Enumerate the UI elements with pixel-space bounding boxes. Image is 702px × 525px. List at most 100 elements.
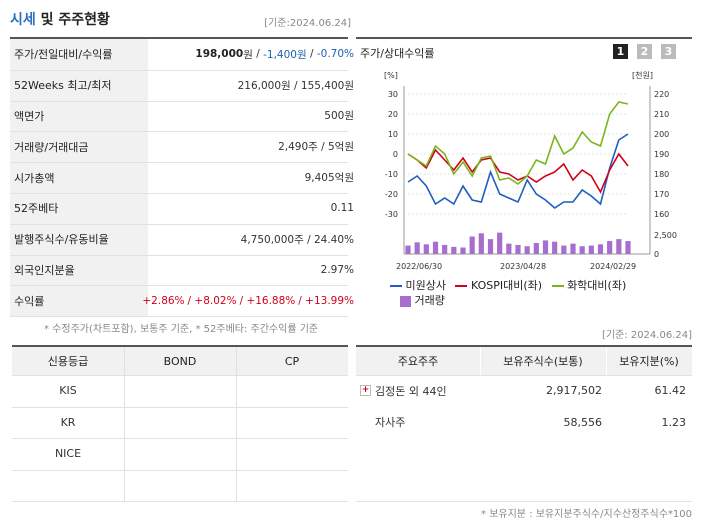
returns-value: +2.86% / +8.02% / +16.88% / +13.99% (142, 285, 358, 316)
left-tick: 0 (393, 150, 398, 159)
volume-bar (607, 241, 613, 254)
left-tick: 10 (388, 130, 398, 139)
right-axis-unit: [천원] (632, 70, 653, 80)
chart-page-2-button[interactable]: 2 (637, 44, 652, 59)
volume-bar (579, 246, 585, 254)
volume-bar (442, 244, 448, 254)
volume-bar (625, 241, 631, 254)
series-line-2 (407, 101, 629, 186)
right-tick: 190 (654, 150, 669, 159)
holder-header-0: 주요주주 (356, 347, 480, 375)
holder-header-2: 보유지분(%) (606, 347, 692, 375)
legend-volume: 거래량 (400, 292, 445, 308)
shareholder-name-cell[interactable]: + 김정돈 외 44인 (360, 375, 480, 407)
shareholder-name-cell: 자사주 (360, 407, 480, 439)
return-r1: +2.86% (142, 294, 185, 307)
quote-label: 주가/전일대비/수익률 (10, 39, 148, 70)
right-tick: 220 (654, 90, 669, 99)
left-axis-unit: [%] (384, 71, 398, 80)
volume-bar (533, 243, 539, 254)
volume-bar (542, 240, 549, 254)
volume-bar (478, 233, 484, 254)
price-unit: 원 (243, 48, 253, 61)
reference-date: [기준:2024.06.24] (264, 18, 351, 29)
series-line-0 (407, 133, 629, 210)
price-change: -1,400원 (263, 48, 307, 61)
x-tick: 2023/04/28 (500, 262, 546, 271)
right-tick: 180 (654, 170, 669, 179)
volume-bar (451, 246, 457, 254)
quote-value: 9,405억원 (304, 172, 354, 185)
shareholder-pct: 1.23 (661, 415, 687, 429)
volume-bar (414, 242, 420, 254)
volume-bar (506, 243, 512, 254)
quote-value: 2.97% (320, 263, 354, 276)
chart-page-3-button[interactable]: 3 (661, 44, 676, 59)
volume-bar (460, 247, 466, 254)
quote-value: 2,490주 / 5억원 (278, 141, 354, 154)
quote-label: 수익률 (10, 285, 148, 317)
price-value: 198,000 원 / -1,400원 / -0.70% (195, 48, 354, 61)
quote-label: 외국인지분율 (10, 254, 148, 286)
holder-reference-date: [기준: 2024.06.24] (601, 330, 692, 341)
holder-header-1: 보유주식수(보통) (480, 347, 606, 375)
right-tick: 210 (654, 110, 669, 119)
shareholder-pct: 61.42 (654, 384, 687, 398)
quote-label: 발행주식수/유동비율 (10, 223, 148, 255)
volume-bar (524, 246, 530, 254)
return-r3: / +16.88% (239, 294, 296, 307)
right-tick: 170 (654, 190, 669, 199)
volume-bar (588, 245, 594, 254)
shareholder-name: 김정돈 외 44인 (375, 384, 447, 398)
volume-tick: 0 (654, 250, 659, 259)
chart-page-1-button[interactable]: 1 (613, 44, 628, 59)
left-tick: 30 (388, 90, 398, 99)
quote-value: 4,750,000주 / 24.40% (240, 233, 354, 246)
price-return-chart: [%] [천원] 30 220 20 210 10 200 0 190 -10 180 -20 170… (384, 70, 677, 271)
credit-agency: NICE (54, 447, 82, 461)
quote-value: 216,000원 / 155,400원 (237, 79, 354, 92)
return-r2: / +8.02% (187, 294, 237, 307)
volume-bar (469, 236, 475, 254)
left-tick: -10 (385, 170, 398, 179)
credit-agency: KIS (59, 384, 77, 398)
right-tick: 160 (654, 210, 669, 219)
credit-agency: KR (60, 415, 76, 429)
volume-bar (405, 245, 411, 254)
volume-bar (487, 239, 494, 254)
credit-header-1: BOND (124, 347, 236, 375)
credit-agency (12, 470, 124, 502)
volume-bar (561, 245, 567, 254)
left-tick: 20 (388, 110, 398, 119)
right-tick: 200 (654, 130, 669, 139)
price-change-rate: -0.70% (316, 48, 354, 61)
quote-label: 시가총액 (10, 162, 148, 193)
left-tick: -30 (385, 210, 398, 219)
quote-value: 500원 (324, 110, 354, 123)
legend-mwon: 미원상사 (390, 279, 446, 292)
volume-bar (597, 244, 604, 254)
volume-bar (497, 232, 503, 254)
volume-bar (515, 244, 521, 254)
volume-bar (423, 244, 429, 254)
expand-plus-icon[interactable]: + (360, 385, 371, 397)
quote-label: 52Weeks 최고/최저 (10, 69, 148, 101)
legend-kospi: KOSPI대비(좌) (455, 279, 542, 292)
quote-label: 거래량/거래대금 (10, 131, 148, 163)
quote-value: 0.11 (330, 202, 354, 215)
volume-bar (570, 243, 576, 254)
chart-title: 주가/상대수익률 (360, 47, 435, 60)
legend-chem: 화학대비(좌) (551, 279, 626, 292)
page-title: 시세 및 주주현황 (10, 12, 110, 28)
chart-legend: 미원상사 KOSPI대비(좌) 화학대비(좌) (390, 277, 626, 293)
volume-tick: 2,500 (654, 231, 677, 240)
shareholder-shares: 2,917,502 (546, 384, 602, 398)
quote-label: 액면가 (10, 100, 148, 132)
holder-footnote: * 보유지분 : 보유지분주식수/지수산정주식수*100 (481, 509, 692, 520)
volume-bar (552, 241, 558, 254)
credit-header-2: CP (236, 347, 348, 375)
volume-bar (616, 239, 622, 254)
return-r4: / +13.99% (298, 294, 354, 307)
current-price: 198,000 (195, 48, 244, 61)
x-tick: 2024/02/29 (590, 262, 636, 271)
